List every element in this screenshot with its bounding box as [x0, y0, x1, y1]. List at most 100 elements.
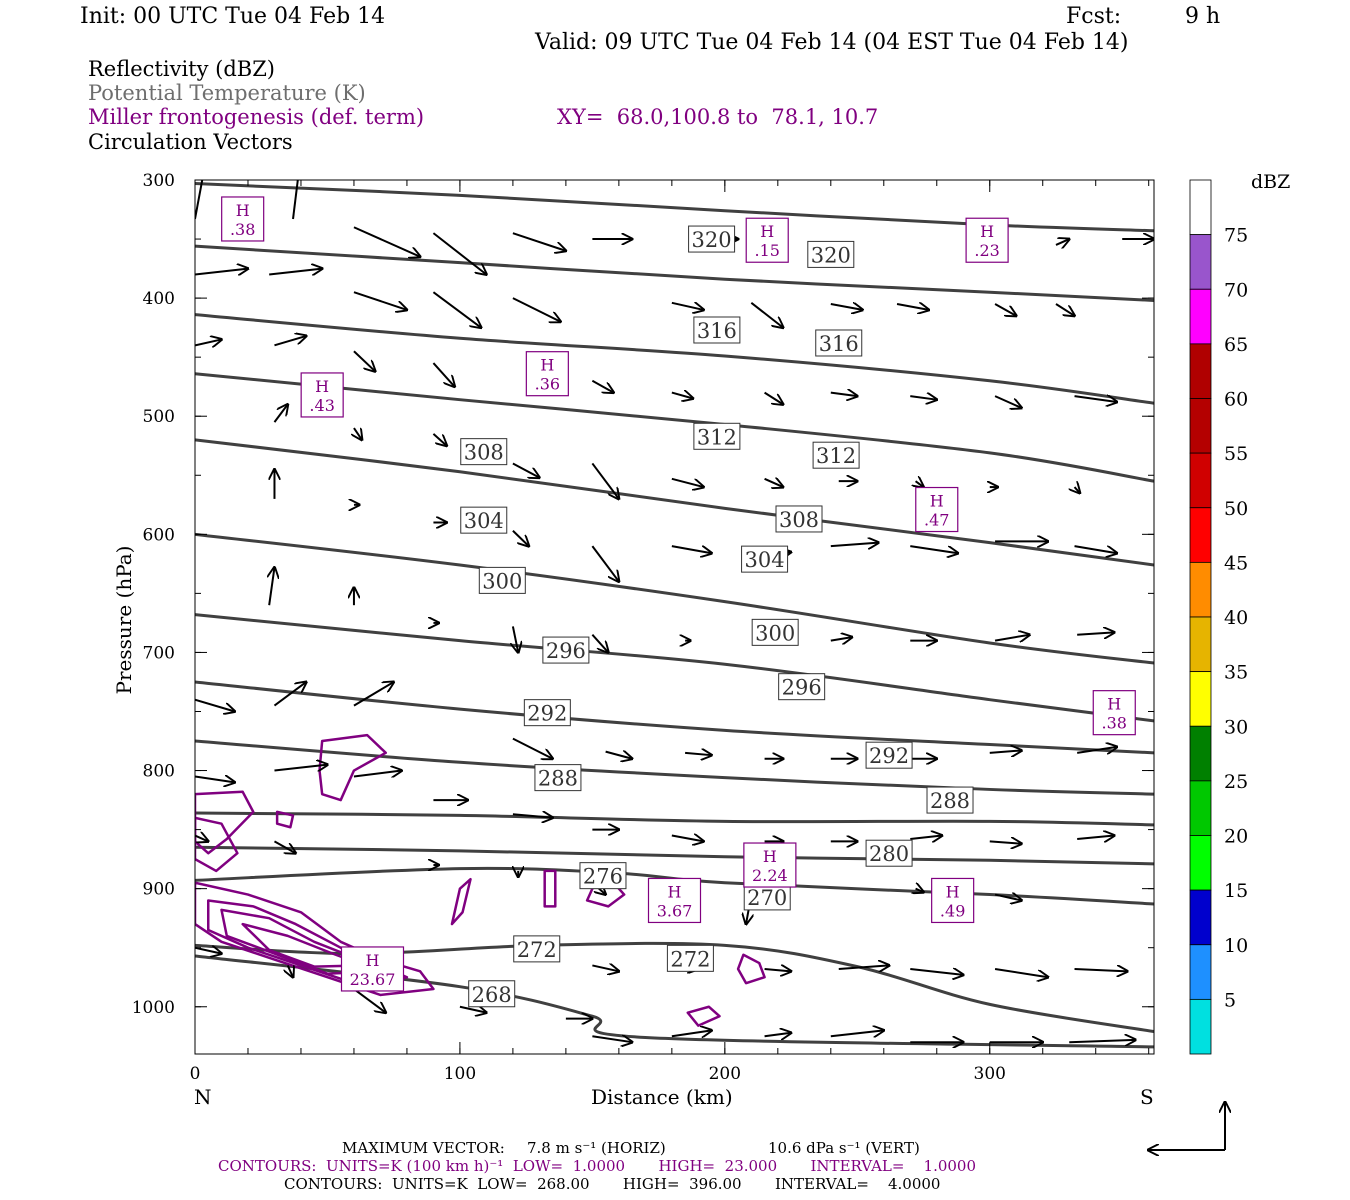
circulation-vector [353, 350, 375, 371]
frontogenesis-max-value: .38 [1102, 714, 1127, 733]
theta-label-box [688, 225, 736, 253]
frontogenesis-contour [318, 733, 387, 802]
frontogenesis-max-value: .23 [974, 241, 999, 260]
theta-label-box [460, 438, 508, 466]
circulation-vector [591, 545, 618, 581]
circulation-vector [989, 750, 1022, 752]
max-vector-label: MAXIMUM VECTOR: [342, 1139, 505, 1157]
circulation-vector [353, 291, 407, 310]
frontogenesis-contour [206, 899, 409, 985]
circulation-vector [685, 753, 711, 755]
circulation-vector [764, 969, 791, 971]
theta-contour-320 [195, 182, 1154, 233]
circulation-vector [671, 393, 693, 399]
colorbar-segment [1189, 835, 1212, 891]
y-tick-label: 700 [143, 643, 175, 663]
theta-label-268: 268 [472, 983, 512, 1007]
colorbar-segment [1189, 998, 1212, 1055]
colorbar-segment [1189, 179, 1212, 236]
colorbar-level-label: 75 [1224, 225, 1248, 247]
circulation-vector [989, 841, 1022, 843]
valid-time: Valid: 09 UTC Tue 04 Feb 14 (04 EST Tue … [535, 30, 1129, 55]
circulation-vector [274, 765, 327, 771]
circulation-vector [1077, 747, 1117, 753]
frontogenesis-contour [736, 953, 766, 985]
circulation-vector [432, 291, 481, 327]
frontogenesis-max-box [340, 946, 405, 992]
theta-label-276: 276 [583, 865, 623, 889]
field-vectors: Circulation Vectors [88, 130, 293, 154]
colorbar-segment [1189, 452, 1212, 509]
theta-label-box [926, 786, 974, 814]
theta-label-box [778, 673, 826, 701]
colorbar-level-label: 30 [1224, 716, 1248, 738]
circulation-vector [896, 304, 929, 310]
colorbar-segment [1189, 561, 1212, 618]
colorbar-segment [1189, 889, 1212, 946]
colorbar-level-label: 5 [1224, 989, 1236, 1011]
circulation-vector [353, 771, 402, 777]
frontogenesis-max-h: H [946, 882, 960, 901]
circulation-vector [1074, 969, 1128, 971]
theta-label-296: 296 [546, 639, 586, 663]
colorbar-level-label: 70 [1224, 279, 1248, 301]
circulation-vector [512, 737, 553, 759]
frontogenesis-contour [195, 790, 255, 855]
frontogenesis-max-h: H [980, 222, 994, 241]
theta-label-316: 316 [697, 319, 737, 343]
forecast-label: Fcst: [1066, 4, 1122, 29]
circulation-vector [671, 477, 704, 487]
circulation-vector [273, 682, 306, 707]
circulation-vector [764, 479, 784, 487]
circulation-vector [671, 303, 704, 310]
colorbar-level-label: 10 [1224, 935, 1248, 957]
reference-vector-icon [1140, 1095, 1240, 1165]
circulation-vector [916, 889, 924, 893]
frontogenesis-max-h: H [760, 222, 774, 241]
frontogenesis-contour [543, 869, 557, 908]
colorbar-level-label: 55 [1224, 443, 1248, 465]
end-label-south: S [1140, 1085, 1154, 1109]
xy-endpoints: XY= 68.0,100.8 to 78.1, 10.7 [557, 105, 879, 129]
circulation-vector [195, 836, 208, 842]
frontogenesis-max-value: .36 [535, 375, 560, 394]
theta-label-300: 300 [755, 621, 795, 645]
frontogenesis-contour [275, 810, 295, 829]
theta-label-304: 304 [745, 548, 785, 572]
circulation-vector [830, 304, 863, 310]
max-vector-vert: 10.6 dPa s⁻¹ (VERT) [768, 1139, 920, 1157]
max-vector-horiz: 7.8 m s⁻¹ (HORIZ) [527, 1139, 666, 1157]
colorbar-level-label: 35 [1224, 662, 1248, 684]
frontogenesis-max-h: H [236, 201, 250, 220]
circulation-vector [994, 967, 1048, 977]
circulation-vector [1077, 632, 1114, 634]
frontogenesis-max-box [221, 196, 265, 242]
circulation-vector [830, 1030, 884, 1036]
frontogenesis-max-box [965, 217, 1009, 263]
frontogenesis-max-box [525, 351, 569, 397]
circulation-vector [1077, 836, 1114, 840]
circulation-vector [591, 379, 613, 393]
circulation-vector [591, 634, 608, 653]
theta-label-box [807, 240, 855, 268]
y-axis-title: Pressure (hPa) [112, 545, 136, 695]
circulation-vector [195, 698, 235, 712]
circulation-vector [764, 391, 784, 405]
circulation-vector [512, 462, 539, 477]
circulation-vector [994, 303, 1016, 316]
theta-label-box [468, 980, 516, 1008]
theta-label-box [693, 422, 741, 450]
circulation-vector [750, 302, 783, 328]
frontogenesis-max-box [1092, 690, 1136, 736]
y-tick-label: 800 [143, 762, 175, 782]
circulation-vector [916, 481, 924, 487]
theta-label-304: 304 [464, 509, 504, 533]
circulation-vector [838, 965, 889, 969]
circulation-vector [512, 814, 553, 818]
circulation-vector [605, 752, 632, 759]
circulation-vector [274, 336, 306, 347]
frontogenesis-max-h: H [763, 847, 777, 866]
theta-label-312: 312 [816, 444, 856, 468]
circulation-vector [1074, 545, 1117, 553]
circulation-vector [671, 1030, 712, 1036]
